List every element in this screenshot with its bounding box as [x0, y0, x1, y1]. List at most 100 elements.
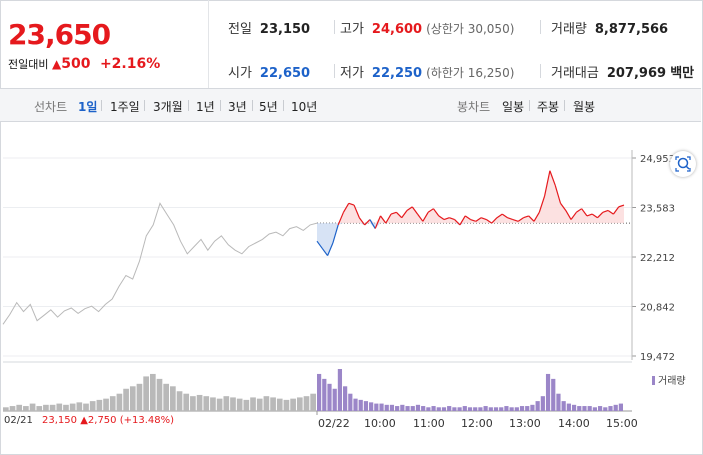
tab-weekly[interactable]: 주봉 [537, 100, 560, 114]
x-tick-label: 10:00 [364, 417, 396, 430]
history-volume-bar [103, 398, 109, 411]
divider [540, 20, 541, 34]
y-tick-label: 22,212 [640, 253, 675, 264]
history-volume-bar [210, 397, 216, 411]
today-segment [385, 213, 392, 224]
history-volume-bar [243, 399, 250, 411]
today-segment [427, 208, 434, 213]
today-volume-bar [353, 398, 358, 411]
open-label: 시가 [228, 66, 252, 81]
today-volume-bar [587, 406, 592, 411]
today-segment [591, 213, 598, 219]
today-volume-bar [400, 404, 405, 411]
up-area [317, 170, 624, 224]
today-segment [496, 213, 503, 219]
chart-tabs: 선차트 1일 1주일 3개월 1년 3년 5년 10년 봉차트 일봉 주봉 월봉 [0, 89, 701, 122]
today-volume-bar [592, 407, 597, 411]
history-volume-bar [270, 397, 276, 411]
history-volume-bar [163, 383, 170, 411]
tab-1d[interactable]: 1일 [78, 100, 98, 114]
today-segment [554, 185, 562, 204]
today-segment [565, 210, 572, 220]
history-volume-bar [283, 399, 290, 411]
today-volume-bar [519, 406, 525, 411]
today-volume-bar [384, 404, 389, 411]
tab-1y[interactable]: 1년 [196, 100, 215, 114]
today-segment [491, 217, 498, 224]
today-volume-bar [358, 399, 363, 411]
change-label: 전일대비 [8, 58, 49, 71]
today-segment [544, 170, 551, 197]
history-volume-bar [123, 388, 129, 411]
volume-value: 8,877,566 [594, 22, 669, 37]
history-volume-bar [183, 393, 190, 411]
today-segment [538, 195, 546, 213]
today-volume-bar [467, 407, 473, 411]
today-segment [332, 224, 339, 244]
today-segment [406, 206, 413, 211]
tab-1w[interactable]: 1주일 [110, 100, 140, 114]
volume-legend-swatch [652, 376, 655, 385]
today-volume-bar [436, 407, 441, 411]
today-volume-bar [473, 407, 478, 411]
chart-grid [3, 157, 632, 415]
history-volume-bar [89, 401, 96, 411]
tab-3y[interactable]: 3년 [228, 100, 247, 114]
history-volume-bar [76, 402, 83, 411]
today-segment [337, 212, 345, 226]
tab-monthly[interactable]: 월봉 [573, 100, 596, 114]
today-volume-bar [535, 401, 540, 411]
tab-divider [144, 100, 145, 111]
trade-value-value: 207,969 [606, 66, 667, 81]
today-volume-bar [493, 407, 499, 411]
today-segment [486, 219, 493, 224]
tab-10y[interactable]: 10년 [291, 100, 318, 114]
up-arrow-icon: ▲ [51, 57, 62, 71]
divider [540, 64, 541, 78]
prev-close-value: 23,150 [259, 22, 311, 37]
today-segment [523, 215, 529, 219]
today-segment [528, 215, 535, 222]
today-segment [459, 215, 466, 226]
today-volume-bar [509, 407, 514, 411]
today-volume-bar [556, 393, 561, 411]
today-segment [464, 215, 471, 221]
history-volume-bar [16, 404, 23, 411]
today-volume-bar [363, 401, 369, 411]
history-volume-bar [36, 406, 43, 411]
tab-5y[interactable]: 5년 [259, 100, 278, 114]
volume: 거래량 8,877,566 [551, 18, 668, 37]
change-amount: 500 [61, 56, 91, 72]
today-segment [475, 217, 482, 222]
x-tick-label: 02/22 [318, 417, 350, 430]
history-volume-bar [56, 403, 63, 411]
history-volume-bar [250, 397, 256, 411]
today-volume-bar [577, 406, 582, 411]
tab-3m[interactable]: 3개월 [153, 100, 183, 114]
today-segment [586, 213, 593, 217]
history-volume-bar [69, 403, 76, 411]
history-volume-bar [303, 396, 310, 411]
history-volume-bar [310, 393, 316, 411]
history-volume-bar [196, 394, 203, 411]
today-segment [369, 219, 376, 229]
zoom-button[interactable] [670, 151, 696, 177]
today-volume-bar [545, 373, 551, 411]
today-segment [411, 206, 419, 215]
today-segment [581, 208, 588, 217]
x-tick-label: 14:00 [558, 417, 590, 430]
today-segment [390, 211, 397, 215]
open-value: 22,650 [259, 66, 311, 81]
today-volume-bar [488, 407, 493, 411]
today-volume-bar [613, 404, 618, 411]
today-segment [549, 170, 556, 186]
history-volume-bar [83, 403, 89, 411]
y-tick-label: 24,953 [640, 154, 675, 165]
today-segment [570, 211, 577, 220]
history-volume-bar [276, 398, 283, 411]
tab-daily[interactable]: 일봉 [502, 100, 525, 114]
today-volume-bar [462, 406, 467, 411]
history-volume-bar [149, 373, 156, 411]
current-price: 23,650 [8, 18, 111, 51]
today-volume-bar [405, 406, 410, 411]
